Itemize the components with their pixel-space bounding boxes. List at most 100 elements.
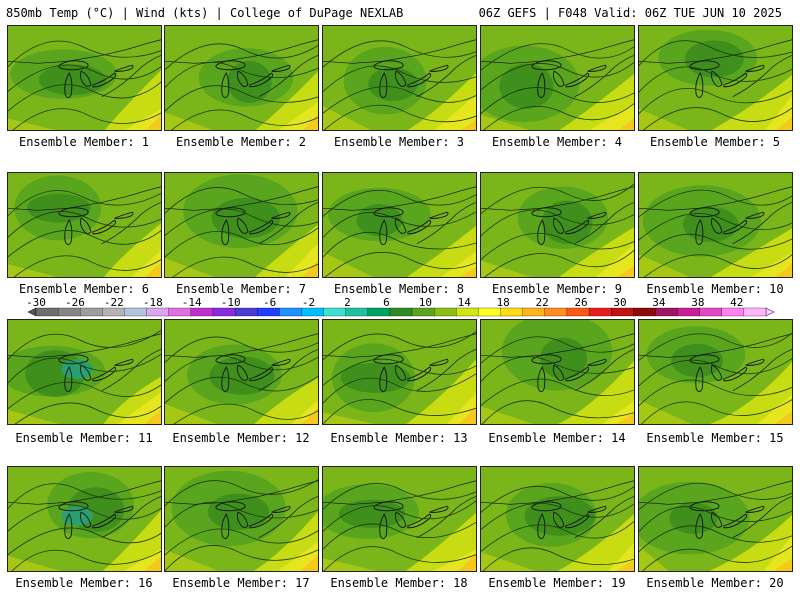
height-contour: [165, 545, 318, 571]
colorbar-tick-label: 26: [574, 297, 587, 309]
lake-outline: [429, 211, 449, 219]
border-line: [258, 496, 318, 538]
lake-outline: [407, 219, 432, 235]
lake-outline: [215, 207, 246, 218]
lake-outline: [373, 207, 404, 218]
height-contour: [481, 485, 634, 513]
height-contour: [165, 85, 318, 112]
warm-region: [406, 359, 476, 424]
height-contour: [323, 500, 476, 533]
ensemble-member-map: [322, 466, 477, 572]
height-contour: [639, 213, 792, 241]
height-contour: [8, 230, 161, 258]
colorbar-swatch: [655, 307, 678, 317]
border-line: [258, 55, 318, 97]
lake-outline: [92, 513, 117, 529]
temperature-colorbar: -30 -26 -22 -18 -14 -10 -6 -2 2 6 10 14 18 22 26 30 34 38…: [26, 297, 775, 317]
colorbar-min-arrow: [27, 307, 37, 317]
lake-outline: [236, 511, 249, 528]
lake-outline: [745, 505, 765, 513]
colorbar-swatch: [345, 307, 369, 317]
lake-outline: [221, 219, 230, 246]
ensemble-member-label: Ensemble Member: 20: [646, 576, 784, 590]
lake-outline: [407, 72, 432, 88]
border-line: [165, 186, 318, 211]
warm-region: [102, 510, 161, 571]
height-contour: [481, 232, 634, 261]
lake-outline: [587, 505, 607, 513]
lake-outline: [723, 72, 748, 88]
lake-outline: [689, 354, 720, 365]
lake-outline: [79, 217, 92, 234]
ensemble-member-map: [480, 172, 635, 278]
height-contour: [481, 400, 634, 424]
height-contour: [13, 255, 161, 277]
height-contour: [323, 86, 476, 114]
lake-outline: [723, 219, 748, 235]
height-contour: [8, 211, 161, 238]
border-line: [258, 349, 318, 391]
lake-outline: [271, 505, 291, 513]
ensemble-member-label: Ensemble Member: 16: [15, 576, 153, 590]
height-contour: [481, 378, 634, 406]
warm-region: [757, 394, 792, 424]
ensemble-member-label: Ensemble Member: 2: [175, 135, 307, 149]
colorbar-swatch: [411, 307, 435, 317]
cold-region: [684, 40, 744, 78]
lake-outline: [587, 358, 607, 366]
ensemble-member-map: [322, 25, 477, 131]
lake-outline: [710, 364, 723, 381]
height-contour: [8, 190, 161, 217]
lake-outline: [537, 219, 546, 246]
height-contour: [323, 399, 476, 424]
ensemble-member-label: Ensemble Member: 3: [333, 135, 465, 149]
cold-region: [338, 499, 406, 529]
lake-outline: [429, 505, 449, 513]
colorbar-swatch: [566, 307, 590, 317]
border-line: [732, 349, 792, 391]
border-line: [101, 496, 161, 538]
border-line: [323, 333, 476, 358]
ensemble-member-map: [164, 466, 319, 572]
lake-outline: [215, 354, 246, 365]
cold-region: [207, 493, 270, 531]
warm-region: [710, 226, 792, 277]
warm-region: [710, 361, 792, 424]
height-contour: [165, 355, 318, 383]
ensemble-member-map: [164, 319, 319, 425]
border-line: [416, 202, 476, 244]
warm-region: [254, 367, 318, 424]
hot-region: [144, 409, 161, 424]
ensemble-member-map: [638, 466, 793, 572]
colorbar-swatch: [257, 307, 280, 317]
lake-outline: [379, 72, 388, 99]
border-line: [8, 480, 161, 505]
colorbar-tick-label: -22: [104, 297, 124, 309]
border-line: [8, 186, 161, 211]
border-line: [416, 55, 476, 97]
ensemble-member-label: Ensemble Member: 10: [646, 282, 784, 296]
height-contour: [324, 252, 476, 277]
lake-outline: [236, 70, 249, 87]
ensemble-member-label: Ensemble Member: 12: [172, 431, 310, 445]
lake-outline: [64, 513, 73, 540]
warm-region: [323, 106, 372, 130]
warm-region: [8, 264, 58, 277]
height-contour: [165, 62, 318, 89]
height-contour: [643, 254, 792, 277]
lake-outline: [531, 501, 562, 512]
coldest-region: [61, 359, 93, 379]
border-line: [481, 39, 634, 64]
warm-region: [711, 75, 792, 130]
colorbar-swatch: [234, 307, 258, 317]
height-contour: [323, 521, 476, 550]
border-line: [101, 349, 161, 391]
lake-outline: [531, 354, 562, 365]
height-contour: [165, 375, 318, 404]
height-contour: [481, 43, 634, 71]
height-contour: [323, 546, 476, 571]
border-line: [732, 202, 792, 244]
cold-region: [38, 64, 107, 96]
colorbar-swatch: [434, 307, 457, 317]
colorbar-tick-label: -2: [302, 297, 315, 309]
